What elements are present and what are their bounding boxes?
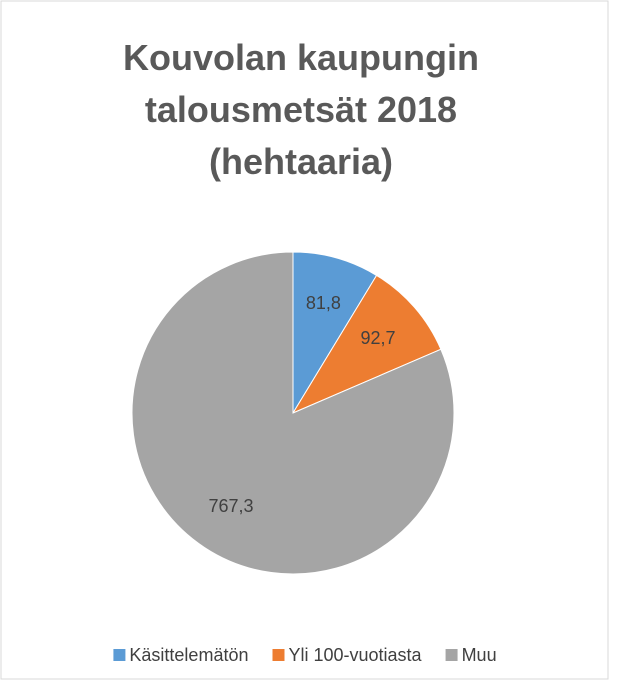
legend-marker — [113, 649, 126, 661]
legend-label: Käsittelemätön — [129, 645, 248, 665]
legend-marker — [272, 649, 285, 661]
legend-label: Yli 100-vuotiasta — [288, 645, 422, 665]
pie-slice — [292, 251, 378, 415]
legend-label: Muu — [462, 645, 497, 665]
chart-title: Kouvolan kaupungin talousmetsät 2018 (he… — [123, 37, 479, 182]
data-label: 767,3 — [209, 496, 254, 516]
pie-slice — [131, 251, 455, 575]
legend-marker — [445, 649, 458, 661]
data-label: 92,7 — [361, 328, 396, 348]
data-label: 81,8 — [306, 293, 341, 313]
pie-slice — [291, 274, 442, 415]
